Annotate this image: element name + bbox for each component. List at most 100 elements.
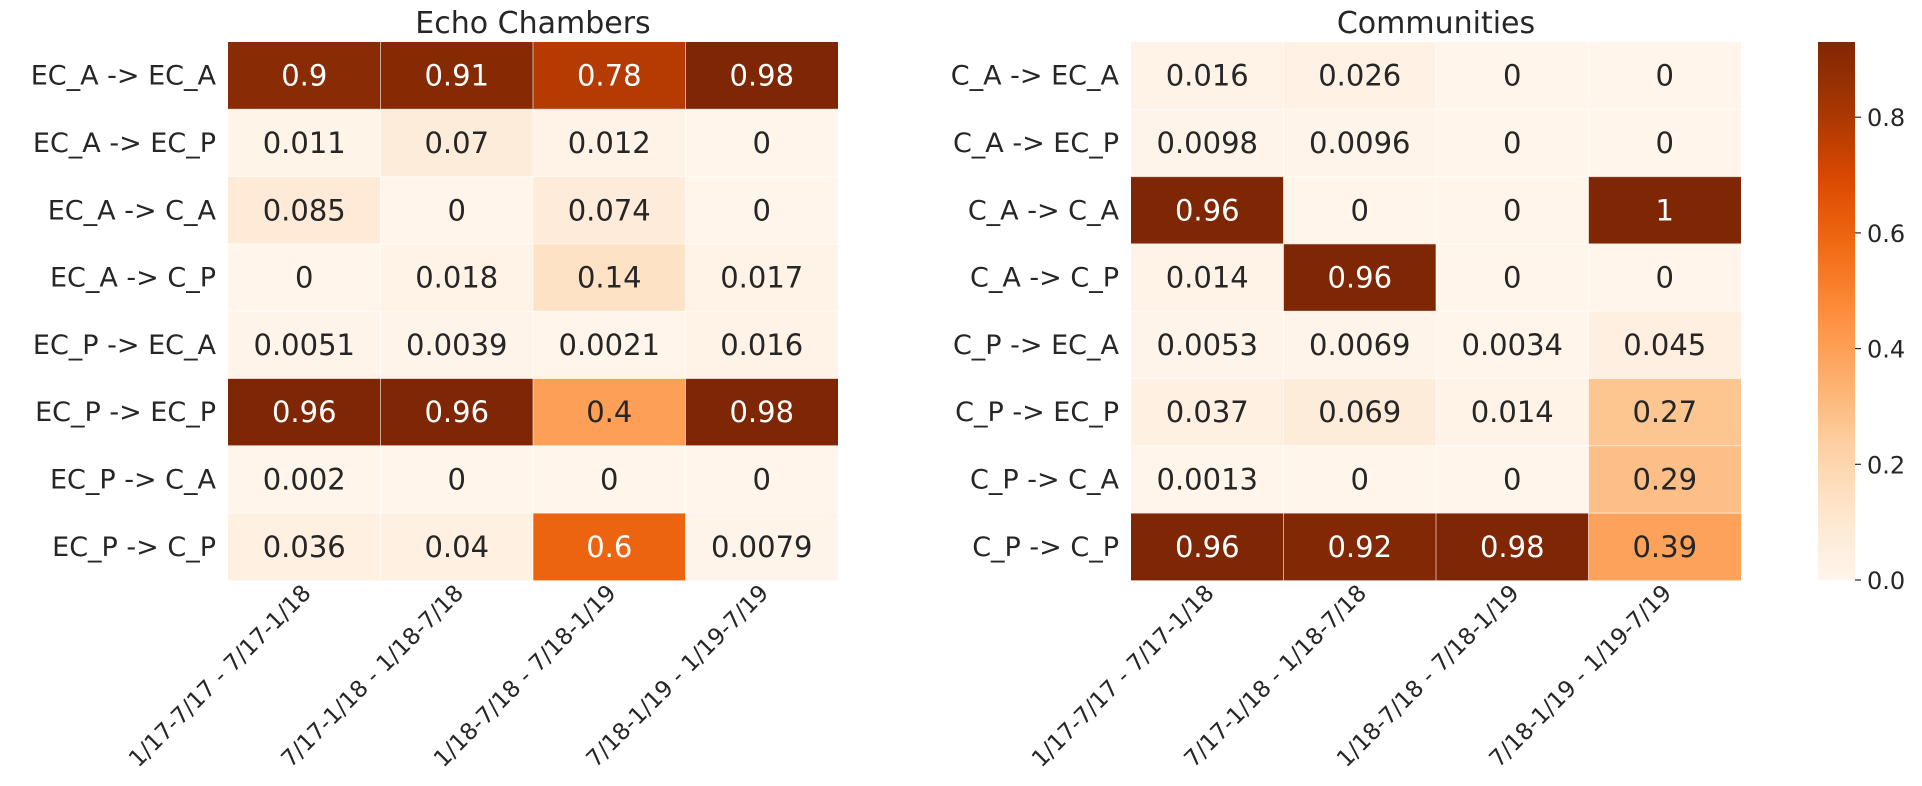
heatmap-cell [1131,109,1284,177]
heatmap-cell [1588,445,1741,514]
cell-value-label: 0.78 [577,59,642,93]
row-tick-label: EC_P -> EC_P [35,397,216,428]
cell-value-label: 0.0039 [406,328,507,362]
heatmap-cell [1283,311,1436,379]
heatmap-cell [533,311,686,379]
heatmap-cell [1131,311,1284,379]
cell-value-label: 0 [1503,462,1521,496]
cell-value-label: 0.0021 [559,328,660,362]
cell-value-label: 0.0069 [1309,328,1410,362]
heatmap-cell [1436,243,1589,312]
cell-value-label: 0.037 [1166,395,1249,429]
cell-value-label: 0.96 [424,395,489,429]
heatmap-cell [1588,243,1741,312]
cell-value-label: 0 [1503,59,1521,93]
heatmap-cell [685,445,838,514]
row-tick-label: C_P -> EC_A [953,330,1120,361]
row-tick-label: EC_A -> C_P [50,263,216,294]
heatmap-cell [533,243,686,312]
cell-value-label: 0.6 [586,530,632,564]
heatmap-cell [1283,378,1436,446]
echo-chambers-title: Echo Chambers [415,6,650,41]
cell-value-label: 0 [1503,193,1521,227]
cell-value-label: 0.96 [272,395,337,429]
cell-value-label: 0.04 [424,530,489,564]
heatmap-cell [1588,513,1741,581]
heatmap-cell [380,311,533,379]
cell-value-label: 0.002 [263,462,346,496]
heatmap-cell [685,42,838,110]
heatmap-cell [1436,378,1589,446]
cell-value-label: 0.29 [1632,462,1697,496]
colorbar-tick-label: 0.2 [1867,451,1905,479]
row-tick-label: EC_A -> C_A [48,195,217,226]
cell-value-label: 0 [753,126,771,160]
heatmap-cell [1436,109,1589,177]
cell-value-label: 0.92 [1327,530,1392,564]
heatmap-cell [1283,445,1436,514]
heatmap-cell [685,109,838,177]
cell-value-label: 0 [448,462,466,496]
heatmap-cell [228,378,381,446]
heatmap-cell [380,42,533,110]
cell-value-label: 0 [1656,126,1674,160]
colorbar-tick-label: 0.0 [1867,567,1905,595]
cell-value-label: 0.4 [586,395,632,429]
cell-value-label: 0 [1351,462,1369,496]
heatmap-cell [685,176,838,244]
heatmap-cell [228,42,381,110]
cell-value-label: 0.085 [263,193,346,227]
cell-value-label: 0.98 [729,59,794,93]
heatmap-cell [1131,513,1284,581]
colorbar: 0.0 0.2 0.4 0.6 0.8 [1818,42,1905,595]
heatmap-cell [1131,378,1284,446]
cell-value-label: 0.39 [1632,530,1697,564]
cell-value-label: 0 [753,193,771,227]
cell-value-label: 0.0096 [1309,126,1410,160]
row-tick-label: C_P -> C_A [970,464,1120,495]
cell-value-label: 0.96 [1175,193,1240,227]
cell-value-label: 0 [1503,261,1521,295]
cell-value-label: 0.069 [1318,395,1401,429]
cell-value-label: 0.0098 [1157,126,1258,160]
heatmap-cell [1436,176,1589,244]
cell-value-label: 0.98 [729,395,794,429]
cell-value-label: 0.026 [1318,59,1401,93]
heatmap-cell [380,109,533,177]
heatmap-cell [1131,42,1284,110]
cell-value-label: 0 [295,261,313,295]
heatmap-cell [1283,42,1436,110]
heatmap-cell [685,378,838,446]
colorbar-tick-label: 0.6 [1867,220,1905,248]
cell-value-label: 0.98 [1480,530,1545,564]
cell-value-label: 0.0079 [711,530,812,564]
heatmap-cell [533,513,686,581]
cell-value-label: 0.016 [720,328,803,362]
cell-value-label: 0.074 [568,193,651,227]
echo-chambers-heatmap: Echo Chambers 0.9 0.91 0.78 0.98 0.011 0.07 0.… [31,6,838,773]
row-tick-label: C_P -> C_P [972,532,1119,563]
cell-value-label: 0 [753,462,771,496]
cell-value-label: 0.07 [424,126,489,160]
cell-value-label: 0 [1503,126,1521,160]
communities-heatmap: Communities 0.016 0.026 0 0 0.0098 0.0096 0 0 0.… [951,6,1741,773]
heatmap-cell [228,311,381,379]
row-tick-label: EC_A -> EC_P [33,128,216,159]
heatmap-cell [380,513,533,581]
heatmap-cell [1436,42,1589,110]
heatmap-cell [380,445,533,514]
cell-value-label: 0 [1351,193,1369,227]
heatmap-cell [1131,445,1284,514]
cell-value-label: 0.0034 [1462,328,1563,362]
cell-value-label: 0.012 [568,126,651,160]
cell-value-label: 0.014 [1471,395,1554,429]
heatmap-cell [1283,513,1436,581]
heatmap-cell [685,243,838,312]
communities-title: Communities [1337,6,1535,41]
cell-value-label: 0 [1656,261,1674,295]
heatmap-cell [533,176,686,244]
heatmap-cell [1283,109,1436,177]
cell-value-label: 0.96 [1175,530,1240,564]
heatmap-cell [1436,513,1589,581]
